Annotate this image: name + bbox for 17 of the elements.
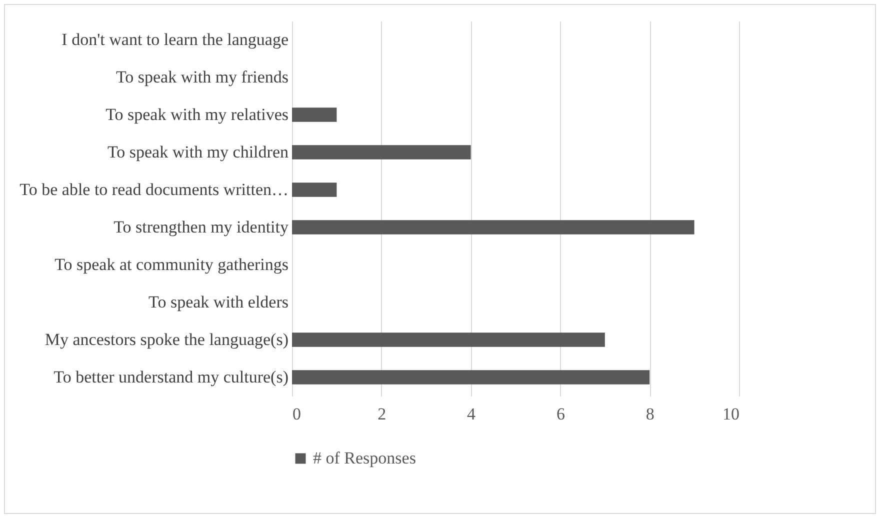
x-tick-label: 0 [292, 404, 301, 424]
y-tick-label: To strengthen my identity [114, 217, 289, 236]
x-tick-label: 10 [722, 404, 740, 424]
y-tick-label: To speak with my relatives [106, 104, 288, 124]
legend-label: # of Responses [313, 448, 416, 468]
x-tick-label: 2 [378, 404, 386, 424]
y-tick-label: To speak at community gatherings [54, 254, 288, 274]
y-tick-label: My ancestors spoke the language(s) [44, 330, 288, 349]
x-tick-label: 6 [556, 404, 565, 424]
y-tick-label: I don't want to learn the language [62, 30, 288, 49]
y-tick-label: To speak with elders [148, 292, 288, 312]
y-tick-label: To be able to read documents written… [20, 180, 288, 199]
y-tick-label: To speak with my friends [116, 67, 288, 86]
x-tick-label: 4 [467, 404, 476, 424]
y-tick-label: To better understand my culture(s) [54, 367, 288, 386]
x-tick-label: 8 [646, 404, 654, 424]
y-tick-label: To speak with my children [107, 142, 289, 162]
